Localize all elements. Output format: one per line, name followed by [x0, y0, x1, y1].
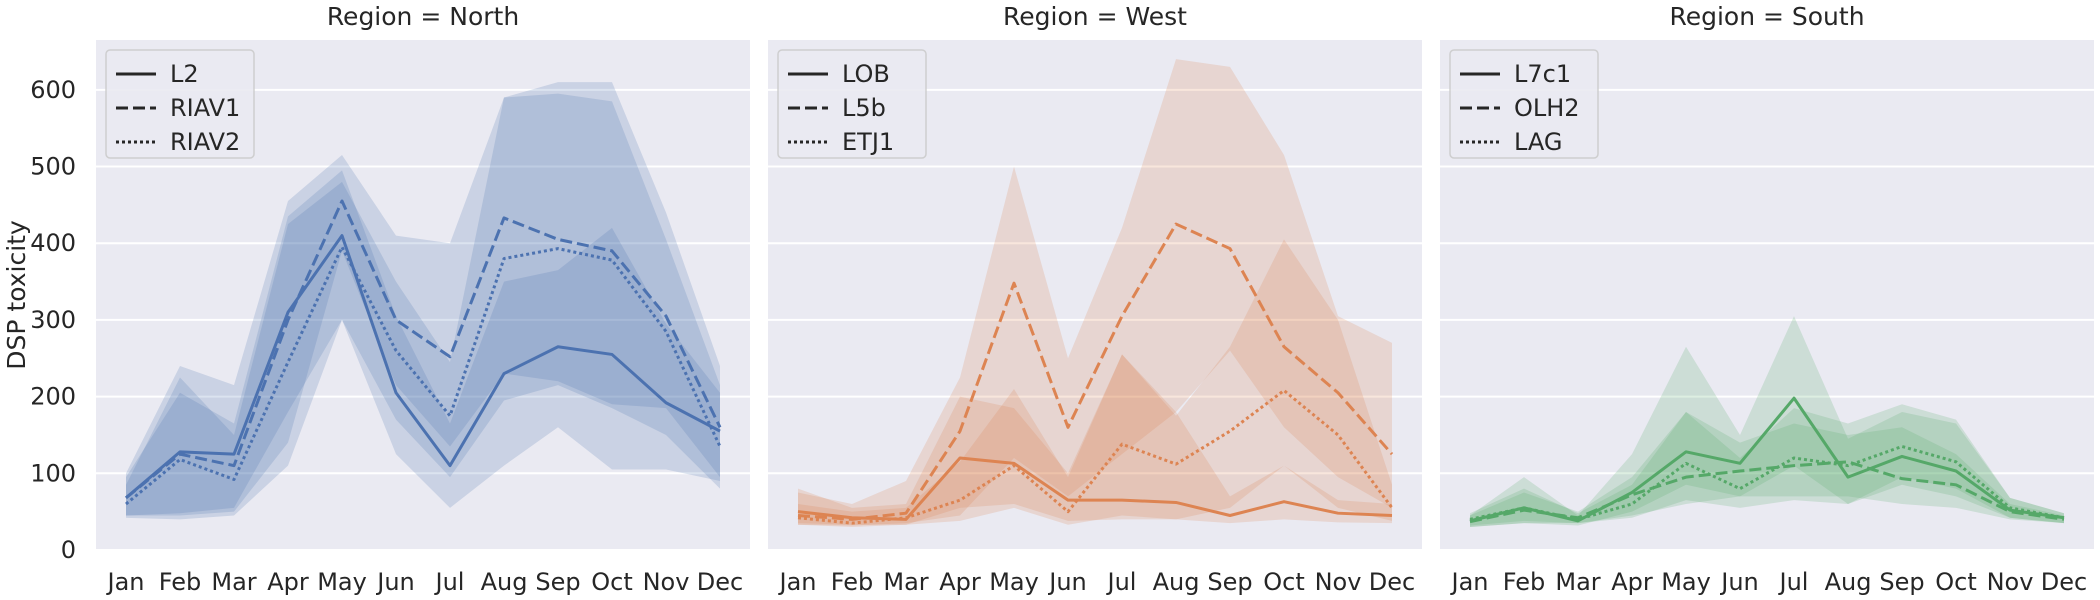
x-tick-label: Jun [1719, 568, 1759, 596]
legend-label-RIAV2: RIAV2 [170, 128, 240, 156]
x-tick-label: Aug [481, 568, 528, 596]
legend-label-ETJ1: ETJ1 [842, 128, 894, 156]
x-tick-label: Feb [159, 568, 202, 596]
confidence-band-L7c1 [1470, 316, 2064, 527]
series-line-LOB [797, 456, 1393, 521]
x-tick-label: Jun [1047, 568, 1087, 596]
legend-label-L5b: L5b [842, 94, 886, 122]
y-tick-label: 0 [61, 536, 76, 564]
x-tick-label: Nov [643, 568, 690, 596]
x-tick-label: Dec [697, 568, 743, 596]
y-axis-label: DSP toxicity [2, 220, 31, 370]
x-tick-label: Feb [1503, 568, 1546, 596]
x-tick-label: Mar [1555, 568, 1600, 596]
x-tick-label: May [1661, 568, 1711, 596]
x-tick-label: Sep [1879, 568, 1924, 596]
series-line-RIAV2 [125, 245, 722, 506]
y-tick-label: 100 [30, 459, 76, 487]
series-line-L5b [797, 222, 1394, 521]
x-tick-label: May [989, 568, 1039, 596]
legend-label-OLH2: OLH2 [1514, 94, 1580, 122]
x-tick-label: Sep [1207, 568, 1252, 596]
y-tick-label: 300 [30, 306, 76, 334]
legend-label-RIAV1: RIAV1 [170, 94, 240, 122]
panel-title: Region = West [1003, 2, 1187, 31]
x-tick-label: Mar [883, 568, 928, 596]
x-tick-label: Apr [1611, 568, 1653, 596]
legend-box [105, 49, 255, 159]
confidence-band-RIAV1 [126, 82, 720, 516]
legend-box [777, 49, 927, 159]
confidence-band-LAG [1470, 404, 2064, 526]
legend-box [1449, 49, 1599, 159]
x-tick-label: Jul [434, 568, 465, 596]
confidence-band-L5b [798, 59, 1392, 526]
y-tick-label: 200 [30, 383, 76, 411]
x-tick-label: Jan [778, 568, 817, 596]
x-tick-label: Oct [1263, 568, 1305, 596]
series-line-L7c1 [1469, 396, 2065, 523]
panel-1: Region = North Jan Feb Mar Apr May Jun Jul Aug Se… [96, 2, 750, 596]
panel-3: Region = South Jan Feb Mar Apr May Jun Jul Aug Se… [1440, 2, 2094, 596]
panel-title: Region = North [327, 2, 519, 31]
series-line-LAG [1469, 444, 2065, 521]
x-tick-label: Feb [831, 568, 874, 596]
x-tick-label: Apr [267, 568, 309, 596]
panel-2: Region = West Jan Feb Mar Apr May Jun Jul Aug Sep… [768, 2, 1422, 596]
x-tick-label: Aug [1825, 568, 1872, 596]
legend-label-LAG: LAG [1514, 128, 1563, 156]
x-tick-label: Nov [1315, 568, 1362, 596]
series-line-OLH2 [1469, 460, 2065, 524]
x-tick-label: Nov [1987, 568, 2034, 596]
x-tick-label: Jan [1450, 568, 1489, 596]
x-tick-label: Oct [1935, 568, 1977, 596]
panel-title: Region = South [1669, 2, 1864, 31]
x-tick-label: Sep [535, 568, 580, 596]
x-tick-label: Jan [106, 568, 145, 596]
legend-label-LOB: LOB [842, 60, 890, 88]
confidence-band-L2 [126, 170, 720, 516]
x-tick-label: Jun [375, 568, 415, 596]
series-line-ETJ1 [797, 388, 1394, 525]
confidence-band-LOB [798, 354, 1392, 525]
x-tick-label: Oct [591, 568, 633, 596]
legend-label-L7c1: L7c1 [1514, 60, 1571, 88]
x-tick-label: Jul [1106, 568, 1137, 596]
series-line-L2 [125, 234, 721, 499]
confidence-band-RIAV2 [126, 93, 720, 520]
y-tick-label: 400 [30, 229, 76, 257]
y-tick-label: 500 [30, 153, 76, 181]
x-tick-label: Jul [1778, 568, 1809, 596]
x-tick-label: Aug [1153, 568, 1200, 596]
x-tick-label: Dec [1369, 568, 1415, 596]
y-tick-label: 600 [30, 76, 76, 104]
x-tick-label: Mar [211, 568, 256, 596]
x-tick-label: Dec [2041, 568, 2087, 596]
confidence-band-ETJ1 [798, 239, 1392, 527]
x-tick-label: Apr [939, 568, 981, 596]
x-tick-label: May [317, 568, 367, 596]
legend-label-L2: L2 [170, 60, 199, 88]
